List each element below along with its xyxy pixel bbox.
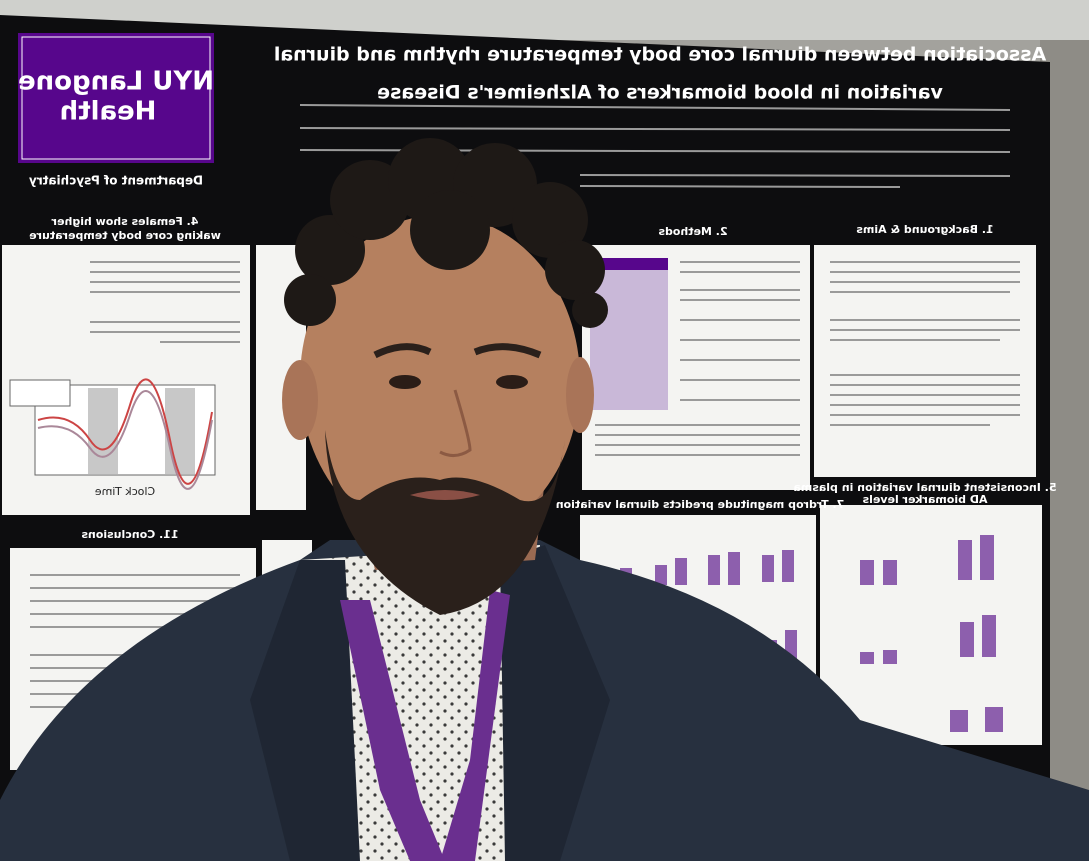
- ear: [566, 357, 594, 433]
- beard: [325, 430, 565, 615]
- title: Association between diurnal core body te…: [274, 44, 1046, 66]
- eyebrow: [373, 343, 432, 359]
- axis-label: Clock Time: [95, 485, 156, 498]
- plot-line: [37, 390, 213, 490]
- lanyard: [440, 590, 510, 861]
- logo-text: NYU Langone: [18, 67, 214, 97]
- table-header: [590, 258, 668, 270]
- section-heading: 1. Background & Aims: [856, 223, 994, 236]
- eye: [496, 375, 528, 389]
- eyebrow: [473, 343, 542, 359]
- lapel: [500, 545, 610, 861]
- section-heading: 5. Inconsistent diurnal variation in pla…: [793, 481, 1056, 494]
- panel: [814, 245, 1036, 477]
- section-heading: AD biomarker levels: [862, 493, 987, 506]
- eye: [389, 375, 421, 389]
- plot-line: [37, 378, 213, 485]
- poster-texts: NYU Langone Health Department of Psychia…: [18, 44, 1057, 542]
- hair: [284, 138, 608, 328]
- logo-border: [21, 36, 211, 160]
- section-heading: 4. Females show higher: [51, 215, 198, 228]
- department: Department of Psychiatry: [29, 174, 203, 188]
- ear: [282, 360, 318, 440]
- section-heading: 2. Methods: [658, 225, 728, 238]
- plot-shade: [165, 388, 195, 474]
- section-heading: 11. Conclusions: [81, 528, 179, 541]
- logo-text: Health: [60, 97, 157, 127]
- lanyard: [340, 600, 445, 861]
- logo-box: [18, 33, 214, 163]
- title: variation in blood biomarkers of Alzheim…: [377, 82, 943, 104]
- section-heading: 7. Trdrop magnitude predicts diurnal var…: [556, 498, 845, 511]
- nose: [439, 389, 472, 457]
- plot-shade: [88, 388, 118, 474]
- table: [590, 258, 668, 410]
- plot-legend: [9, 379, 71, 407]
- lapel: [250, 560, 360, 861]
- face: [300, 215, 580, 545]
- mouth: [410, 490, 480, 500]
- section-heading: waking core body temperature: [29, 229, 221, 242]
- panel: [820, 505, 1042, 745]
